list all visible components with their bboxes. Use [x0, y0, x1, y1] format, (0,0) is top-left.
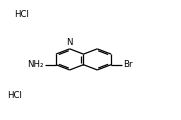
- Text: NH₂: NH₂: [28, 60, 44, 69]
- Text: Br: Br: [123, 60, 132, 69]
- Text: N: N: [66, 38, 73, 47]
- Text: HCl: HCl: [14, 10, 29, 19]
- Text: HCl: HCl: [7, 91, 22, 101]
